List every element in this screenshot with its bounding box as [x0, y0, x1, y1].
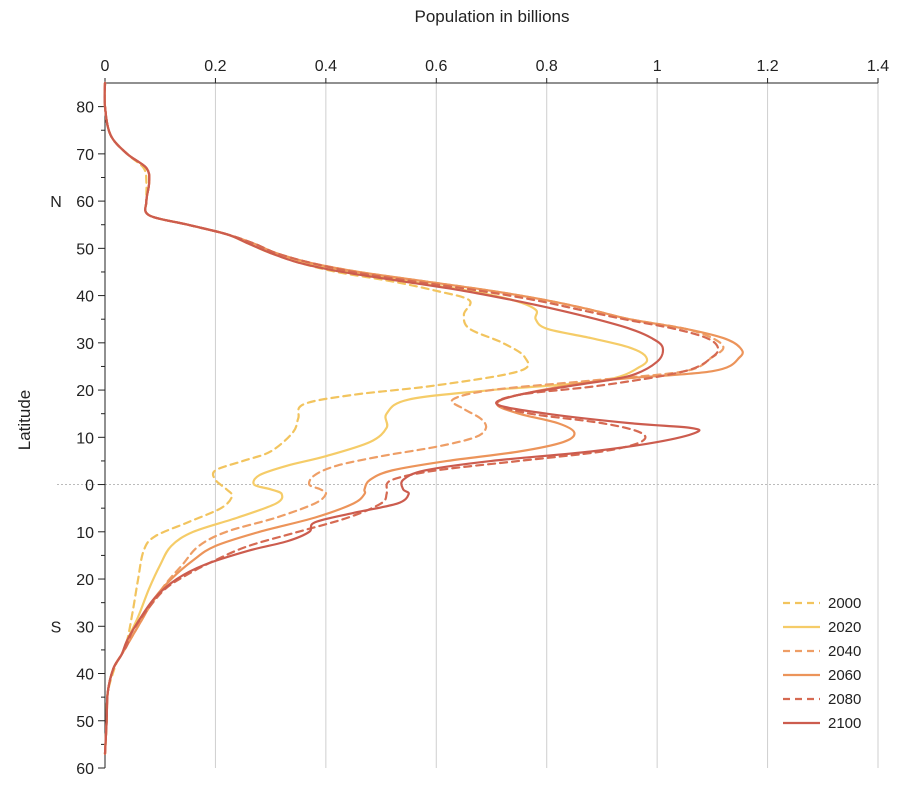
legend: 2000 2020 2040 2060 2080 2100 — [783, 595, 861, 732]
series-line-2100 — [103, 81, 701, 755]
x-tick-label: 1.2 — [756, 58, 778, 75]
y-tick-label: 0 — [85, 478, 94, 495]
axes: 0 0.2 0.4 0.6 0.8 1 1.2 1.4 80 70 60 50 40 30 20 10 0 10 2… — [50, 58, 889, 778]
y-tick-label: 10 — [76, 430, 94, 447]
y-tick-label: 50 — [76, 714, 94, 731]
grid-lines — [214, 83, 879, 768]
x-tick-label: 0.8 — [536, 58, 558, 75]
x-tick-label: 1 — [653, 58, 662, 75]
y-tick-label: 40 — [76, 289, 94, 306]
y-tick-label: 60 — [76, 761, 94, 778]
series-lines — [103, 81, 744, 755]
legend-label-2060: 2060 — [828, 667, 861, 684]
x-tick-label: 0.4 — [315, 58, 337, 75]
series-line-2060 — [103, 81, 744, 755]
y-axis-title: Latitude — [15, 390, 34, 451]
y-tick-label: 30 — [76, 619, 94, 636]
y-tick-label: 50 — [76, 241, 94, 258]
series-line-2080 — [103, 81, 720, 755]
series-line-2000 — [103, 81, 530, 755]
legend-label-2040: 2040 — [828, 643, 861, 660]
series-line-2040 — [103, 81, 725, 755]
y-tick-label: 10 — [76, 525, 94, 542]
y-tick-label: 20 — [76, 572, 94, 589]
legend-label-2080: 2080 — [828, 691, 861, 708]
y-tick-label: 30 — [76, 336, 94, 353]
y-tick-label: 40 — [76, 667, 94, 684]
legend-label-2020: 2020 — [828, 619, 861, 636]
x-axis-title: Population in billions — [415, 7, 570, 26]
hemisphere-label: N — [50, 194, 62, 211]
y-tick-label: 70 — [76, 147, 94, 164]
y-tick-label: 60 — [76, 194, 94, 211]
y-tick-label: 20 — [76, 383, 94, 400]
x-tick-label: 0.6 — [425, 58, 447, 75]
y-tick-label: 80 — [76, 100, 94, 117]
x-tick-label: 1.4 — [867, 58, 889, 75]
x-tick-label: 0 — [101, 58, 110, 75]
legend-label-2100: 2100 — [828, 715, 861, 732]
hemisphere-label: S — [51, 619, 62, 636]
x-tick-label: 0.2 — [204, 58, 226, 75]
legend-label-2000: 2000 — [828, 595, 861, 612]
